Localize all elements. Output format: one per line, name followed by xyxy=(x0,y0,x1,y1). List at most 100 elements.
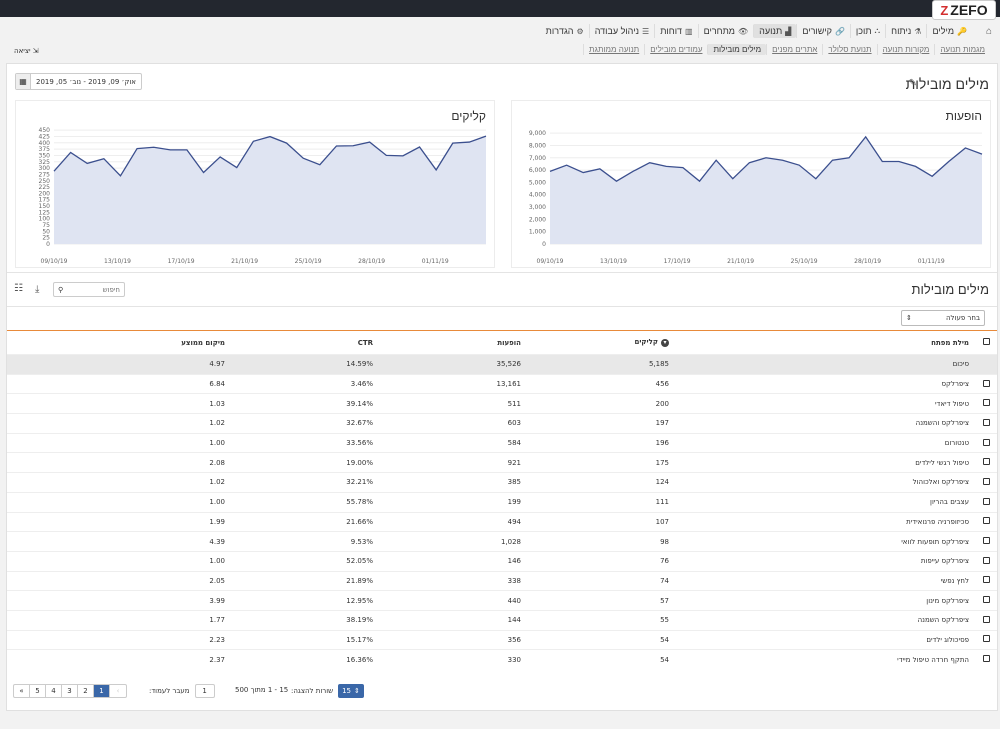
clicks-chart-point[interactable] xyxy=(119,175,121,177)
row-checkbox[interactable] xyxy=(982,418,990,426)
impressions-chart-point[interactable] xyxy=(599,168,601,170)
impressions-chart-point[interactable] xyxy=(864,136,866,138)
impressions-chart-point[interactable] xyxy=(632,170,634,172)
subnav-item-3[interactable]: אתרים מפנים xyxy=(766,43,822,55)
table-row[interactable]: ציפרלקס תופעות לוואי 98 1,028 9.53% 4.39 xyxy=(7,531,997,552)
table-row[interactable]: עצבים בהריון 111 199 55.78% 1.00 xyxy=(7,492,997,512)
row-checkbox[interactable] xyxy=(982,655,990,663)
impressions-chart-point[interactable] xyxy=(665,165,667,167)
select-all-checkbox-cell[interactable] xyxy=(975,331,997,355)
table-row[interactable]: ציפרלקס עייפות 76 146 52.05% 1.00 xyxy=(7,551,997,571)
impressions-chart-point[interactable] xyxy=(848,157,850,159)
header-position[interactable]: מיקום ממוצע xyxy=(181,338,225,347)
impressions-chart-point[interactable] xyxy=(549,170,551,172)
table-row[interactable]: ציפרלקס ואלכוהול 124 385 32.21% 1.02 xyxy=(7,472,997,493)
table-row[interactable]: טיפול דיאדי 200 511 39.14% 1.03 xyxy=(7,393,997,414)
impressions-chart-point[interactable] xyxy=(565,164,567,166)
subnav-item-5[interactable]: עמודים מובילים xyxy=(644,43,707,55)
row-checkbox-cell[interactable] xyxy=(975,453,997,473)
clicks-chart-point[interactable] xyxy=(402,155,404,157)
nav-item-6[interactable]: ▥ דוחות xyxy=(654,24,697,38)
page-5-button[interactable]: 5 xyxy=(30,685,46,697)
table-row[interactable]: לחץ נפשי 74 338 21.89% 2.05 xyxy=(7,571,997,591)
clicks-chart-point[interactable] xyxy=(385,154,387,156)
impressions-chart-point[interactable] xyxy=(831,159,833,161)
row-checkbox[interactable] xyxy=(982,517,990,525)
row-checkbox[interactable] xyxy=(982,497,990,505)
subnav-item-0[interactable]: מגמות תנועה xyxy=(934,43,990,55)
nav-item-1[interactable]: ⚗ ניתוח xyxy=(885,24,926,38)
row-checkbox-cell[interactable] xyxy=(975,630,997,650)
column-settings-icon[interactable]: ☷ xyxy=(14,283,23,294)
row-checkbox[interactable] xyxy=(982,477,990,485)
clicks-chart-point[interactable] xyxy=(69,151,71,153)
header-clicks[interactable]: ▾קליקים xyxy=(527,331,675,355)
download-icon[interactable]: ⤓ xyxy=(35,284,40,295)
impressions-chart-point[interactable] xyxy=(648,162,650,164)
row-checkbox[interactable] xyxy=(982,438,990,446)
impressions-chart-point[interactable] xyxy=(981,153,983,155)
impressions-chart-point[interactable] xyxy=(781,159,783,161)
table-row[interactable]: ציפרלקס השמנה 55 144 38.19% 1.77 xyxy=(7,610,997,630)
page-1-button[interactable]: 1 xyxy=(94,685,110,697)
clicks-chart-point[interactable] xyxy=(236,166,238,168)
impressions-chart-point[interactable] xyxy=(682,166,684,168)
row-checkbox-cell[interactable] xyxy=(975,532,997,552)
row-checkbox[interactable] xyxy=(982,635,990,643)
impressions-chart-point[interactable] xyxy=(615,180,617,182)
clicks-chart-point[interactable] xyxy=(103,158,105,160)
clicks-chart-point[interactable] xyxy=(186,149,188,151)
row-checkbox-cell[interactable] xyxy=(975,414,997,434)
clicks-chart-point[interactable] xyxy=(202,171,204,173)
impressions-chart-point[interactable] xyxy=(765,157,767,159)
clicks-chart-point[interactable] xyxy=(485,135,487,137)
date-range-picker[interactable]: ▦ אוק׳ 09, 2019 - נוב׳ 05, 2019 xyxy=(15,73,142,90)
row-checkbox-cell[interactable] xyxy=(975,571,997,591)
header-ctr[interactable]: CTR xyxy=(357,338,373,347)
impressions-chart-point[interactable] xyxy=(881,160,883,162)
impressions-chart-point[interactable] xyxy=(815,178,817,180)
clicks-chart-point[interactable] xyxy=(418,146,420,148)
row-checkbox[interactable] xyxy=(982,379,990,387)
row-checkbox-cell[interactable] xyxy=(975,433,997,453)
row-checkbox-cell[interactable] xyxy=(975,591,997,611)
subnav-item-6[interactable]: תנועה ממותגת xyxy=(583,43,644,55)
nav-item-4[interactable]: ▟ תנועה xyxy=(753,24,797,38)
clicks-chart-point[interactable] xyxy=(169,149,171,151)
row-checkbox-cell[interactable] xyxy=(975,650,997,670)
table-row[interactable]: טיפול רגשי לילדים 175 921 19.00% 2.08 xyxy=(7,452,997,473)
impressions-chart-point[interactable] xyxy=(748,162,750,164)
row-checkbox-cell[interactable] xyxy=(975,473,997,493)
row-checkbox-cell[interactable] xyxy=(975,551,997,571)
search-box[interactable]: ⚲ xyxy=(53,282,125,297)
clicks-chart-point[interactable] xyxy=(435,169,437,171)
header-impressions[interactable]: הופעות xyxy=(497,338,521,347)
row-checkbox-cell[interactable] xyxy=(975,512,997,532)
impressions-chart-point[interactable] xyxy=(698,180,700,182)
header-keyword[interactable]: מילת מפתח xyxy=(931,338,969,347)
clicks-chart-point[interactable] xyxy=(302,157,304,159)
table-row[interactable]: פסיכולוג ילדים 54 356 15.17% 2.23 xyxy=(7,630,997,650)
table-row[interactable]: סכיזופרניה פרנואידית 107 494 21.66% 1.99 xyxy=(7,512,997,532)
clicks-chart-point[interactable] xyxy=(53,170,55,172)
impressions-chart-point[interactable] xyxy=(931,175,933,177)
row-checkbox[interactable] xyxy=(982,615,990,623)
subnav-item-2[interactable]: תנועת סלולר xyxy=(822,43,876,55)
prev-page-button[interactable]: ‹ xyxy=(116,687,120,695)
page-2-button[interactable]: 2 xyxy=(78,685,94,697)
row-checkbox[interactable] xyxy=(982,399,990,407)
clicks-chart-point[interactable] xyxy=(335,145,337,147)
nav-item-3[interactable]: 🔗 קישורים xyxy=(796,24,850,38)
bulk-action-select[interactable]: בחר פעולה ⇕ xyxy=(901,310,985,326)
clicks-chart-point[interactable] xyxy=(86,162,88,164)
table-row[interactable]: ציפרלקס 456 13,161 3.46% 6.84 xyxy=(7,374,997,394)
row-checkbox[interactable] xyxy=(982,556,990,564)
row-checkbox[interactable] xyxy=(982,576,990,584)
clicks-chart-point[interactable] xyxy=(136,147,138,149)
first-page-button[interactable]: « xyxy=(14,685,30,697)
impressions-chart-point[interactable] xyxy=(715,159,717,161)
search-icon[interactable]: ⚲ xyxy=(58,285,64,294)
row-checkbox-cell[interactable] xyxy=(975,394,997,414)
impressions-chart-point[interactable] xyxy=(898,160,900,162)
row-checkbox[interactable] xyxy=(982,458,990,466)
